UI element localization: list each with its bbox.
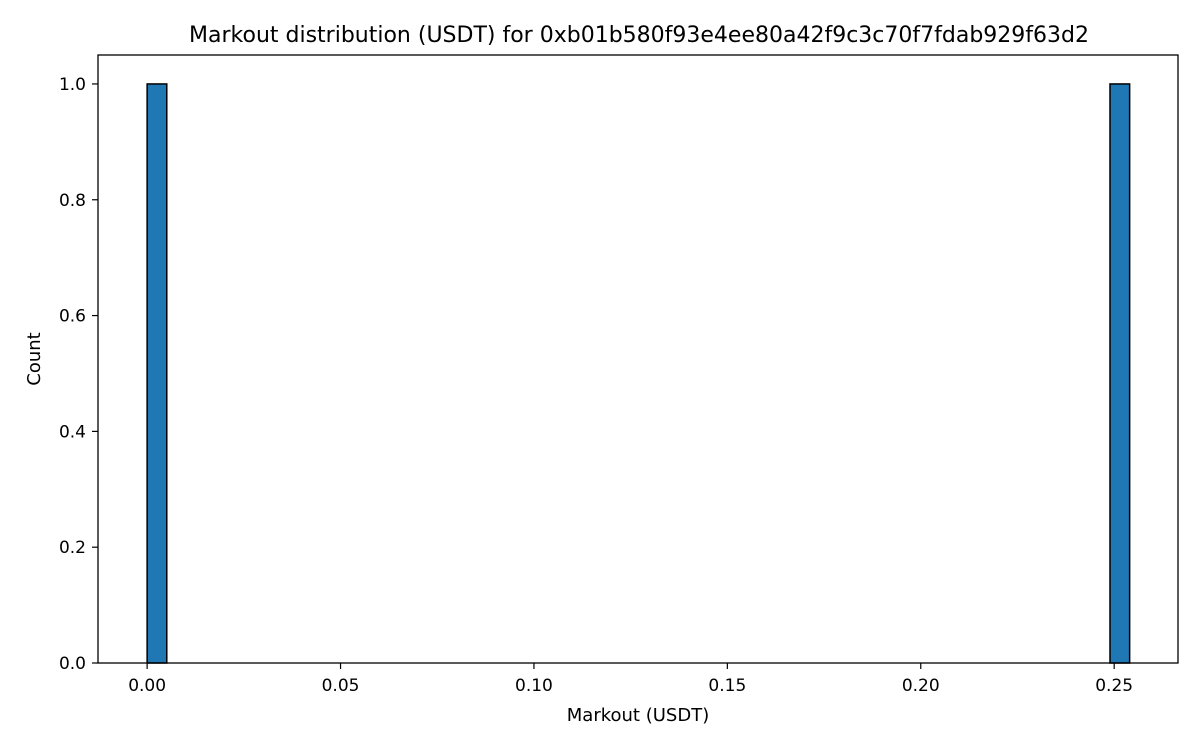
bars-layer (146, 83, 1131, 664)
y-tick-label-3: 0.6 (59, 307, 86, 327)
y-tick-label-0: 0.0 (59, 654, 86, 674)
x-tick-label-1: 0.05 (322, 676, 360, 696)
chart-title: Markout distribution (USDT) for 0xb01b58… (189, 23, 1089, 48)
y-tick-label-2: 0.4 (59, 422, 86, 442)
x-tick-label-2: 0.10 (515, 676, 553, 696)
y-tick-label-4: 0.8 (59, 191, 86, 211)
x-tick-label-4: 0.20 (902, 676, 940, 696)
plot-frame (97, 54, 1179, 664)
y-axis-label: Count (24, 332, 45, 385)
histogram-bar-0 (146, 83, 168, 664)
y-tick-label-5: 1.0 (59, 75, 86, 95)
x-axis: 0.00 0.05 0.10 0.15 0.20 0.25 (128, 663, 1133, 696)
x-tick-label-3: 0.15 (708, 676, 746, 696)
x-axis-label: Markout (USDT) (567, 705, 709, 726)
x-tick-label-5: 0.25 (1095, 676, 1133, 696)
y-axis: 0.0 0.2 0.4 0.6 0.8 1.0 (59, 75, 98, 674)
y-tick-label-1: 0.2 (59, 538, 86, 558)
histogram-bar-1 (1109, 83, 1131, 664)
x-tick-label-0: 0.00 (128, 676, 166, 696)
